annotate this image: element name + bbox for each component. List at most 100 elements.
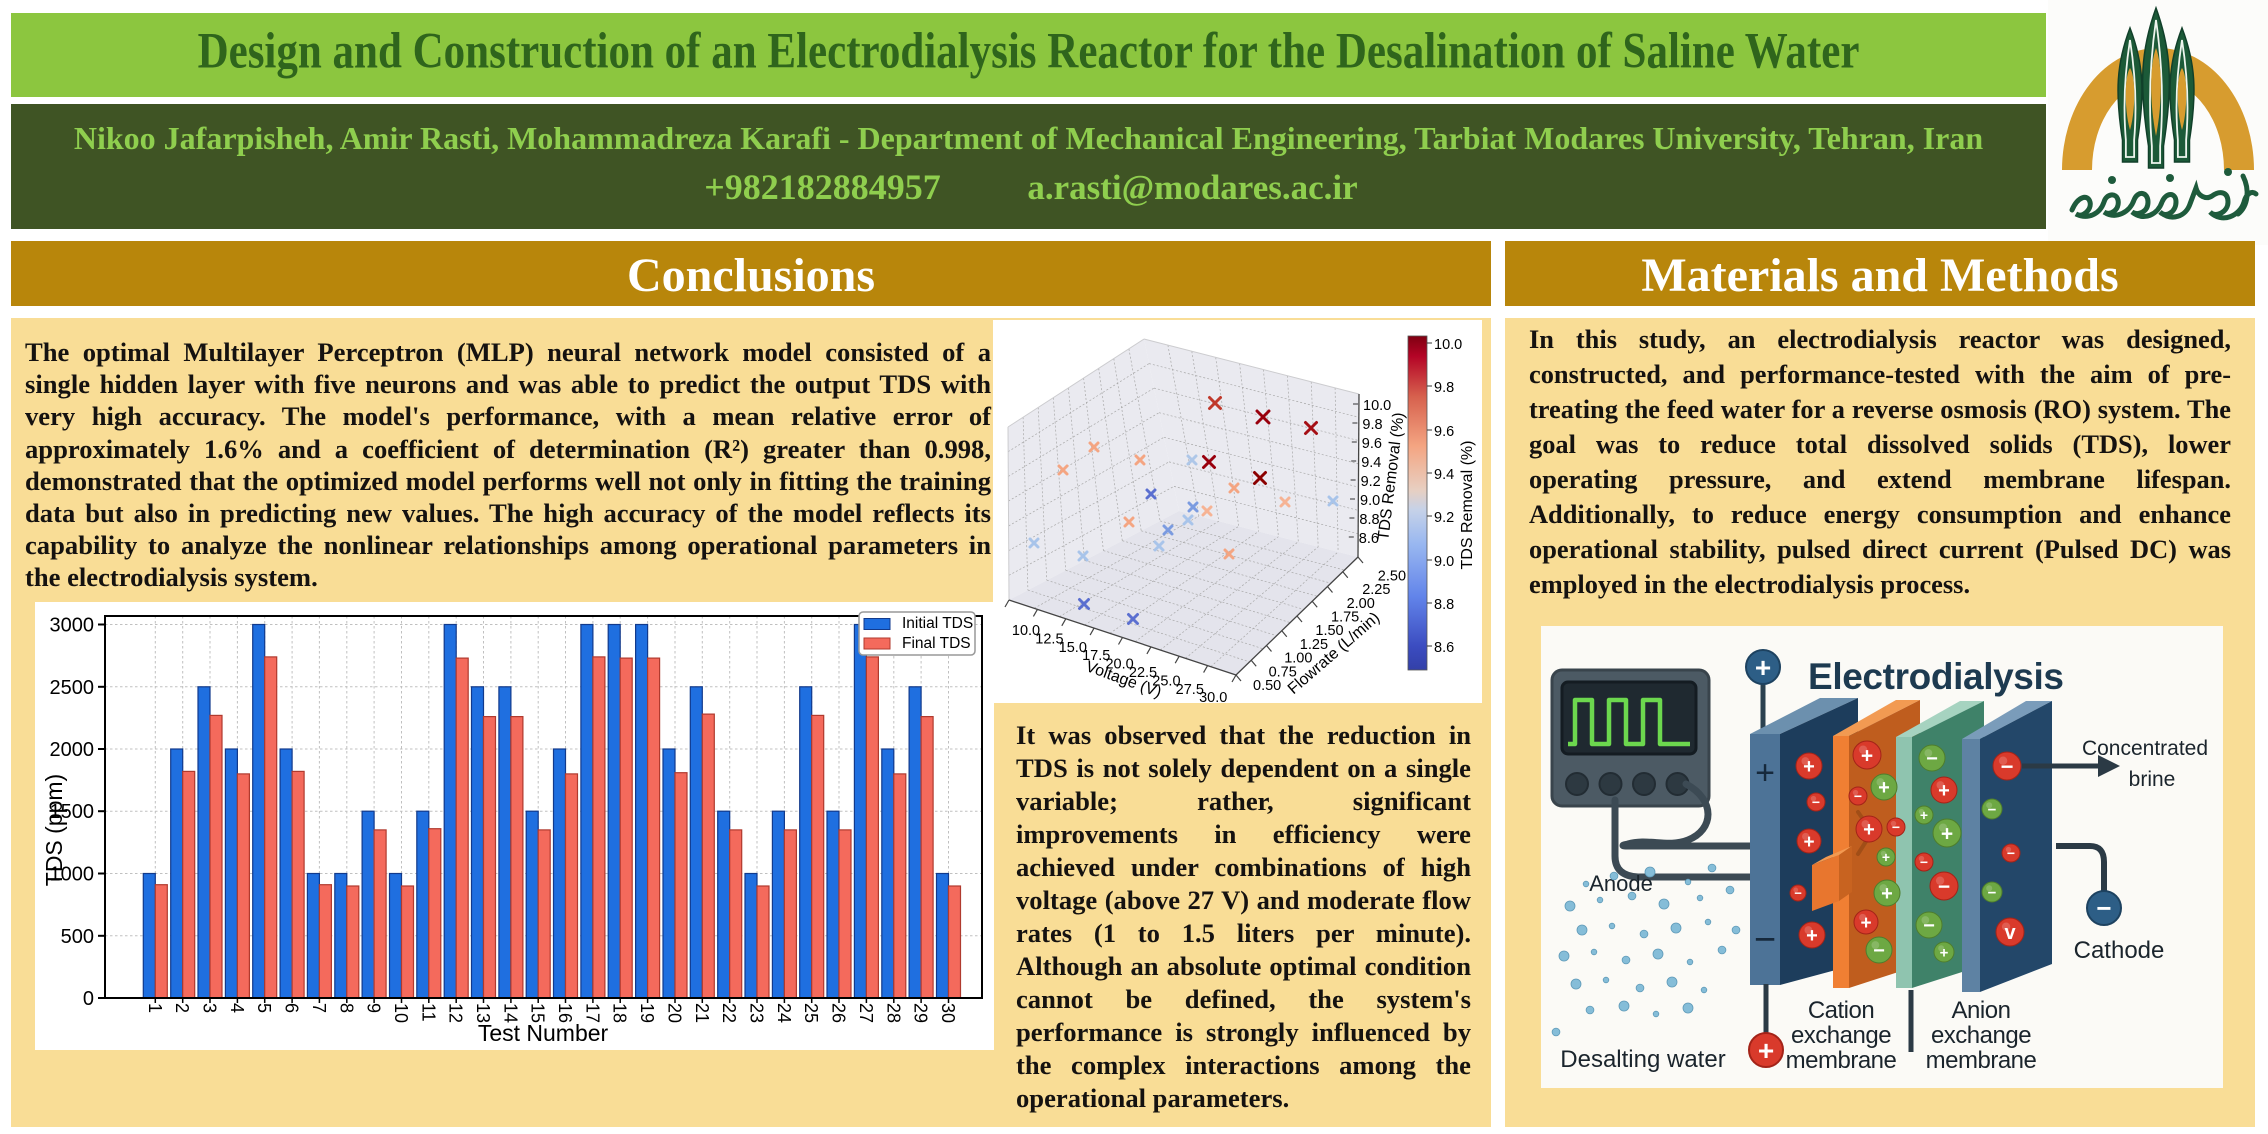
svg-text:Anion: Anion <box>1952 997 2011 1024</box>
svg-text:+: + <box>1755 754 1775 792</box>
svg-text:TDS (ppm): TDS (ppm) <box>41 774 67 886</box>
svg-text:membrane: membrane <box>1786 1047 1897 1074</box>
svg-text:TDS Removal (%): TDS Removal (%) <box>1459 441 1476 570</box>
svg-text:−: − <box>1754 919 1776 961</box>
svg-text:25.0: 25.0 <box>1152 673 1180 689</box>
svg-text:2500: 2500 <box>50 677 95 699</box>
svg-text:4: 4 <box>227 1003 247 1013</box>
svg-text:2.50: 2.50 <box>1378 568 1406 584</box>
svg-text:+: + <box>1803 756 1815 778</box>
svg-text:0: 0 <box>83 988 94 1010</box>
svg-text:+: + <box>1861 745 1873 768</box>
svg-text:+: + <box>1882 849 1890 865</box>
svg-text:8.8: 8.8 <box>1359 512 1379 528</box>
svg-text:23: 23 <box>747 1003 767 1023</box>
svg-text:+: + <box>1806 925 1818 947</box>
svg-text:18: 18 <box>610 1003 630 1023</box>
svg-text:27.5: 27.5 <box>1176 682 1204 698</box>
svg-text:1.25: 1.25 <box>1300 637 1328 653</box>
svg-text:1.00: 1.00 <box>1284 651 1312 667</box>
svg-text:+: + <box>1941 823 1953 846</box>
svg-text:Anode: Anode <box>1589 871 1653 896</box>
svg-text:8: 8 <box>336 1003 356 1013</box>
svg-text:2.25: 2.25 <box>1362 582 1390 598</box>
svg-text:2: 2 <box>172 1003 192 1013</box>
svg-text:12.5: 12.5 <box>1035 631 1063 647</box>
svg-text:membrane: membrane <box>1926 1047 2037 1074</box>
svg-text:brine: brine <box>2129 768 2176 791</box>
svg-text:1000: 1000 <box>50 864 95 886</box>
svg-text:30: 30 <box>938 1003 958 1023</box>
svg-text:6: 6 <box>282 1003 302 1013</box>
svg-text:19: 19 <box>637 1003 657 1023</box>
svg-text:22: 22 <box>719 1003 739 1023</box>
svg-text:9.2: 9.2 <box>1434 510 1454 526</box>
svg-text:20.0: 20.0 <box>1105 657 1133 673</box>
svg-text:10.0: 10.0 <box>1434 337 1462 353</box>
svg-text:Desalting water: Desalting water <box>1560 1046 1725 1073</box>
svg-text:24: 24 <box>774 1003 794 1023</box>
svg-text:−: − <box>1794 886 1802 901</box>
svg-text:−: − <box>1892 819 1900 835</box>
svg-text:26: 26 <box>829 1003 849 1023</box>
svg-text:3000: 3000 <box>50 615 95 637</box>
svg-text:+: + <box>1881 883 1893 905</box>
svg-text:Final TDS: Final TDS <box>902 635 971 652</box>
svg-text:17: 17 <box>582 1003 602 1023</box>
svg-text:17.5: 17.5 <box>1082 648 1110 664</box>
svg-text:22.5: 22.5 <box>1129 665 1157 681</box>
svg-text:+: + <box>1758 1035 1774 1066</box>
svg-text:+: + <box>1920 807 1928 823</box>
svg-text:14: 14 <box>500 1003 520 1023</box>
svg-text:Cathode: Cathode <box>2074 937 2165 964</box>
svg-text:9.0: 9.0 <box>1434 554 1454 570</box>
svg-text:Electrodialysis: Electrodialysis <box>1808 656 2064 697</box>
svg-text:28: 28 <box>883 1003 903 1023</box>
svg-text:9.8: 9.8 <box>1434 380 1454 396</box>
svg-text:1.75: 1.75 <box>1331 610 1359 626</box>
svg-text:25: 25 <box>801 1003 821 1023</box>
svg-text:1500: 1500 <box>50 801 95 823</box>
svg-text:9.4: 9.4 <box>1361 455 1381 471</box>
svg-text:exchange: exchange <box>1931 1022 2031 1049</box>
svg-text:0.50: 0.50 <box>1253 678 1281 694</box>
svg-text:0.75: 0.75 <box>1269 664 1297 680</box>
svg-text:11: 11 <box>418 1003 438 1022</box>
svg-text:+: + <box>1938 780 1950 802</box>
svg-text:10.0: 10.0 <box>1012 623 1040 639</box>
svg-text:−: − <box>1926 748 1938 770</box>
svg-text:+: + <box>1940 944 1949 961</box>
svg-text:13: 13 <box>473 1003 493 1023</box>
svg-text:+: + <box>1863 819 1875 841</box>
svg-text:Concentrated: Concentrated <box>2082 737 2208 760</box>
svg-text:500: 500 <box>61 926 94 948</box>
svg-text:1: 1 <box>145 1003 165 1013</box>
svg-text:10.0: 10.0 <box>1363 398 1391 414</box>
svg-text:9.0: 9.0 <box>1360 493 1380 509</box>
svg-text:20: 20 <box>665 1003 685 1023</box>
svg-text:9.8: 9.8 <box>1362 417 1382 433</box>
svg-text:9: 9 <box>364 1003 384 1013</box>
svg-text:+: + <box>1755 652 1771 683</box>
svg-text:−: − <box>1812 794 1820 810</box>
svg-text:8.6: 8.6 <box>1359 531 1379 547</box>
svg-text:−: − <box>1920 854 1928 870</box>
svg-text:−: − <box>1988 884 1997 901</box>
svg-text:29: 29 <box>911 1003 931 1023</box>
svg-text:15.0: 15.0 <box>1059 640 1087 656</box>
svg-text:−: − <box>1873 940 1885 962</box>
svg-text:Initial TDS: Initial TDS <box>902 615 973 632</box>
svg-text:5: 5 <box>254 1003 274 1013</box>
svg-text:−: − <box>2096 893 2111 923</box>
svg-text:30.0: 30.0 <box>1199 690 1227 703</box>
svg-text:21: 21 <box>692 1003 712 1023</box>
svg-text:−: − <box>1938 876 1950 899</box>
svg-text:9.2: 9.2 <box>1361 474 1381 490</box>
svg-text:27: 27 <box>856 1003 876 1023</box>
svg-text:+: + <box>1860 913 1871 934</box>
svg-text:Test Number: Test Number <box>478 1020 609 1046</box>
svg-text:−: − <box>1854 788 1862 804</box>
svg-text:−: − <box>1988 801 1997 818</box>
svg-text:−: − <box>2001 754 2014 779</box>
svg-text:16: 16 <box>555 1003 575 1023</box>
